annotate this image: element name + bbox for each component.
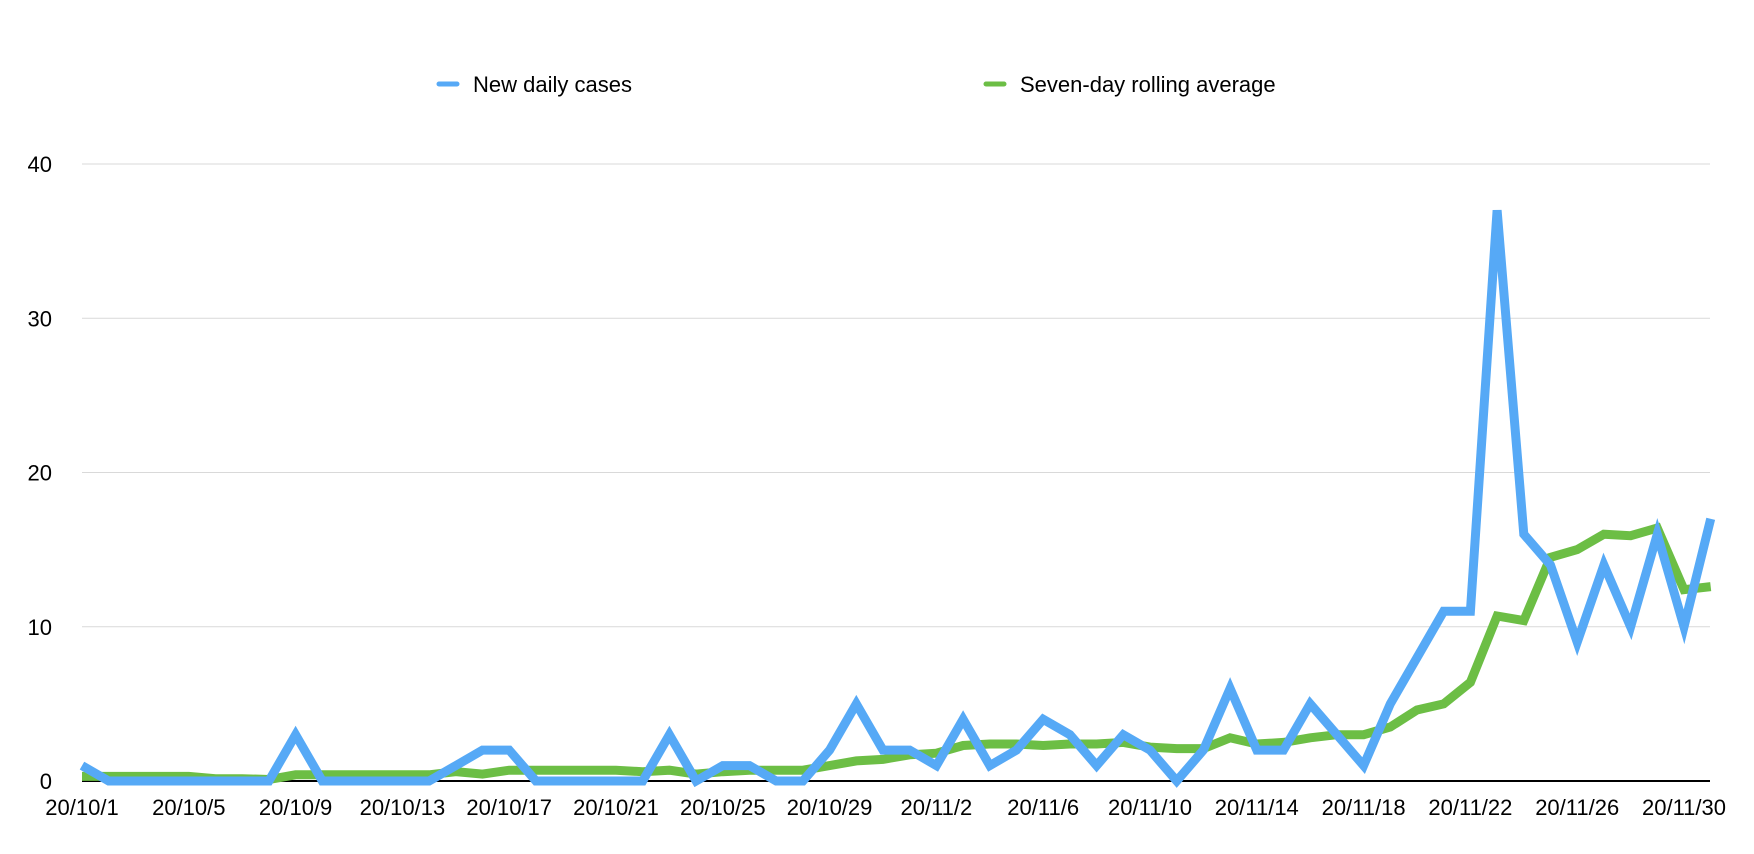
x-tick-label: 20/10/5 [152, 795, 225, 820]
series-line-seven-day-rolling-average [82, 522, 1712, 785]
x-tick-label: 20/11/6 [1007, 795, 1079, 820]
x-tick-label: 20/10/29 [787, 795, 873, 820]
series-lines [79, 209, 1716, 788]
x-tick-label: 20/11/2 [901, 795, 973, 820]
x-tick-label: 20/11/10 [1108, 795, 1192, 820]
legend-item-new-daily-cases: New daily cases [436, 72, 632, 97]
legend-label: Seven-day rolling average [1020, 72, 1276, 97]
x-tick-label: 20/11/14 [1215, 795, 1299, 820]
x-tick-label: 20/10/9 [259, 795, 332, 820]
x-tick-label: 20/11/26 [1535, 795, 1619, 820]
legend: New daily cases Seven-day rolling averag… [436, 72, 1276, 97]
series-line-new-daily-cases [79, 209, 1716, 788]
y-tick-label: 10 [28, 615, 52, 640]
x-axis-ticks: 20/10/1 20/10/5 20/10/9 20/10/13 20/10/17 20/… [45, 795, 1726, 820]
legend-item-seven-day-rolling-average: Seven-day rolling average [983, 72, 1276, 97]
y-tick-label: 0 [40, 769, 52, 794]
y-tick-label: 20 [28, 461, 52, 486]
x-tick-label: 20/10/17 [466, 795, 552, 820]
x-tick-label: 20/10/1 [45, 795, 118, 820]
x-tick-label: 20/10/13 [360, 795, 446, 820]
y-axis-ticks: 0 10 20 30 40 [28, 152, 52, 794]
y-tick-label: 40 [28, 152, 52, 177]
x-tick-label: 20/10/21 [573, 795, 659, 820]
y-tick-label: 30 [28, 306, 52, 331]
x-tick-label: 20/11/18 [1322, 795, 1406, 820]
x-tick-label: 20/11/22 [1428, 795, 1512, 820]
x-tick-label: 20/11/30 [1642, 795, 1726, 820]
x-tick-label: 20/10/25 [680, 795, 766, 820]
gridlines [82, 163, 1710, 628]
legend-label: New daily cases [473, 72, 632, 97]
